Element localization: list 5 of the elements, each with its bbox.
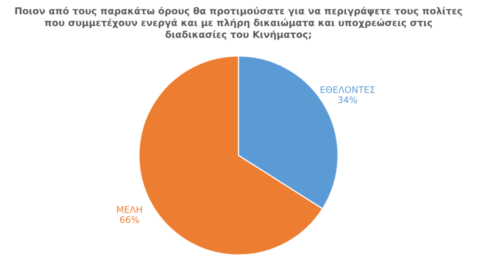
slice-label: ΕΘΕΛΟΝΤΕΣ — [320, 86, 375, 94]
chart-title: Ποιον από τους παρακάτω όρους θα προτιμούσατε για να περιγράψετε τους πολίτες που συμμετέχουν ενεργά και με πλήρη δικαιώματα και υποχρεώσεις στις διαδικασίες του Κινήματος; — [15, 6, 462, 40]
data-label: 66% — [120, 216, 139, 224]
data-label: 34% — [338, 96, 358, 104]
slice-label: ΜΕΛΗ — [117, 206, 142, 213]
